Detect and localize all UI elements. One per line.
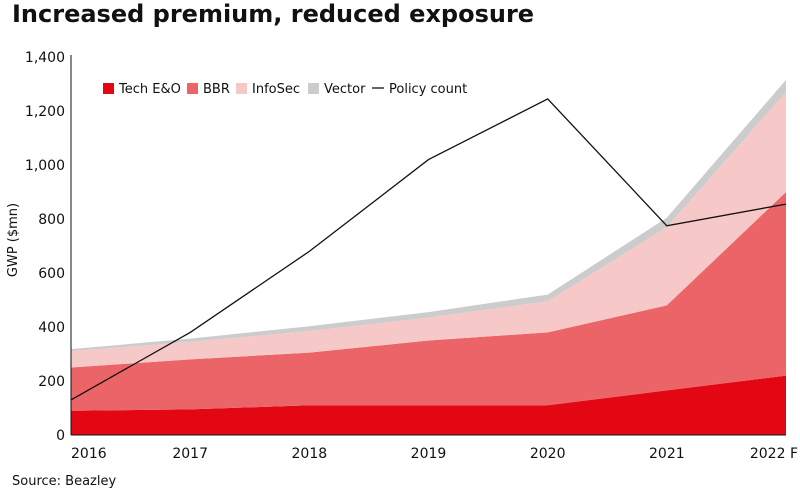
legend-swatch bbox=[236, 83, 247, 94]
area-infosec bbox=[71, 92, 786, 368]
axes: 0 200 400 600 800 1,000 1,200 1,400 2016 2017 2018… bbox=[25, 50, 798, 462]
legend-label: BBR bbox=[203, 82, 230, 97]
y-tick-label: 800 bbox=[38, 212, 65, 228]
x-tick-label: 2019 bbox=[411, 446, 447, 462]
source-note: Source: Beazley bbox=[12, 474, 117, 489]
legend-swatch bbox=[103, 83, 114, 94]
legend-swatch bbox=[187, 83, 198, 94]
y-tick-label: 400 bbox=[38, 320, 65, 336]
legend-swatch bbox=[308, 83, 319, 94]
chart-title: Increased premium, reduced exposure bbox=[12, 0, 535, 28]
x-tick-label: 2017 bbox=[172, 446, 208, 462]
stacked-areas bbox=[71, 79, 786, 435]
legend-label: Tech E&O bbox=[118, 82, 181, 97]
y-axis-label: GWP ($mn) bbox=[6, 203, 21, 277]
policy-count-line bbox=[70, 98, 787, 401]
y-tick-label: 600 bbox=[38, 266, 65, 282]
legend-label: InfoSec bbox=[252, 82, 300, 97]
x-tick-label: 2020 bbox=[530, 446, 566, 462]
y-tick-label: 1,200 bbox=[25, 104, 65, 120]
y-tick-label: 200 bbox=[38, 374, 65, 390]
x-tick-label: 2022 F bbox=[750, 446, 798, 462]
legend: Tech E&O BBR InfoSec Vector Policy count bbox=[103, 82, 467, 97]
x-tick-label: 2018 bbox=[292, 446, 328, 462]
area-bbr bbox=[71, 192, 786, 411]
x-tick-label: 2016 bbox=[71, 446, 107, 462]
policy-count-line-group bbox=[70, 98, 787, 401]
y-tick-label: 0 bbox=[56, 428, 65, 444]
legend-label: Vector bbox=[324, 82, 366, 97]
y-tick-label: 1,400 bbox=[25, 50, 65, 66]
legend-label: Policy count bbox=[389, 82, 467, 97]
x-tick-label: 2021 bbox=[649, 446, 685, 462]
y-tick-label: 1,000 bbox=[25, 158, 65, 174]
